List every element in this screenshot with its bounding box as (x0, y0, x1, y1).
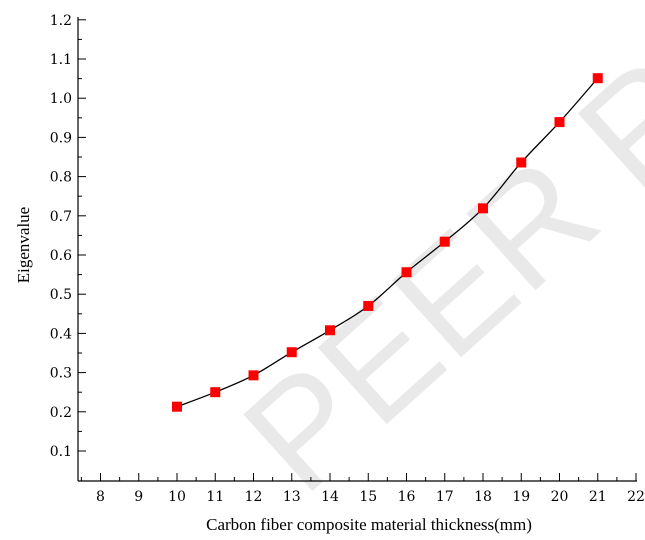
x-tick-label: 8 (96, 489, 105, 505)
data-point (325, 325, 335, 336)
x-tick-label: 14 (321, 489, 339, 505)
y-tick-label: 0.2 (50, 405, 72, 421)
y-axis-title: Eigenvalue (14, 207, 33, 283)
data-point (439, 236, 450, 247)
data-point (172, 401, 182, 412)
y-tick-label: 0.6 (50, 248, 72, 264)
x-tick-label: 18 (474, 489, 492, 505)
series-markers (172, 73, 603, 412)
data-point (592, 73, 603, 84)
data-point (478, 203, 488, 214)
x-tick-label: 22 (627, 489, 645, 505)
y-tick-label: 0.3 (50, 366, 72, 382)
x-tick-label: 9 (134, 489, 143, 505)
y-tick-label: 1.2 (50, 13, 72, 29)
x-axis-title: Carbon fiber composite material thicknes… (206, 515, 532, 534)
x-tick-label: 17 (436, 489, 454, 505)
x-tick-label: 19 (512, 489, 530, 505)
x-tick-label: 12 (245, 489, 263, 505)
axes (77, 17, 637, 482)
y-tick-label: 0.9 (50, 130, 72, 146)
data-point (210, 387, 221, 398)
y-tick-label: 1.1 (50, 52, 72, 68)
data-point (554, 117, 565, 128)
y-tick-label: 0.7 (50, 209, 72, 225)
data-point (363, 300, 374, 311)
y-tick-label: 0.5 (50, 287, 72, 303)
y-tick-label: 0.4 (50, 326, 72, 342)
x-tick-label: 10 (168, 489, 186, 505)
data-point (401, 267, 412, 278)
x-tick-label: 21 (589, 489, 607, 505)
x-tick-label: 16 (398, 489, 416, 505)
data-point (516, 157, 527, 168)
y-tick-label: 0.8 (50, 170, 72, 186)
x-tick-label: 11 (206, 489, 224, 505)
y-tick-label: 0.1 (50, 444, 72, 460)
data-point (248, 370, 259, 381)
x-tick-label: 13 (283, 489, 301, 505)
x-tick-label: 20 (551, 489, 569, 505)
x-tick-label: 15 (359, 489, 377, 505)
data-point (286, 347, 297, 358)
y-tick-label: 1.0 (50, 91, 72, 107)
ticks: 0.1 0.2 0.3 0.4 0.5 0.6 0.7 0.8 0.9 1.0 1.1 1.2 8 9 10… (50, 13, 645, 505)
